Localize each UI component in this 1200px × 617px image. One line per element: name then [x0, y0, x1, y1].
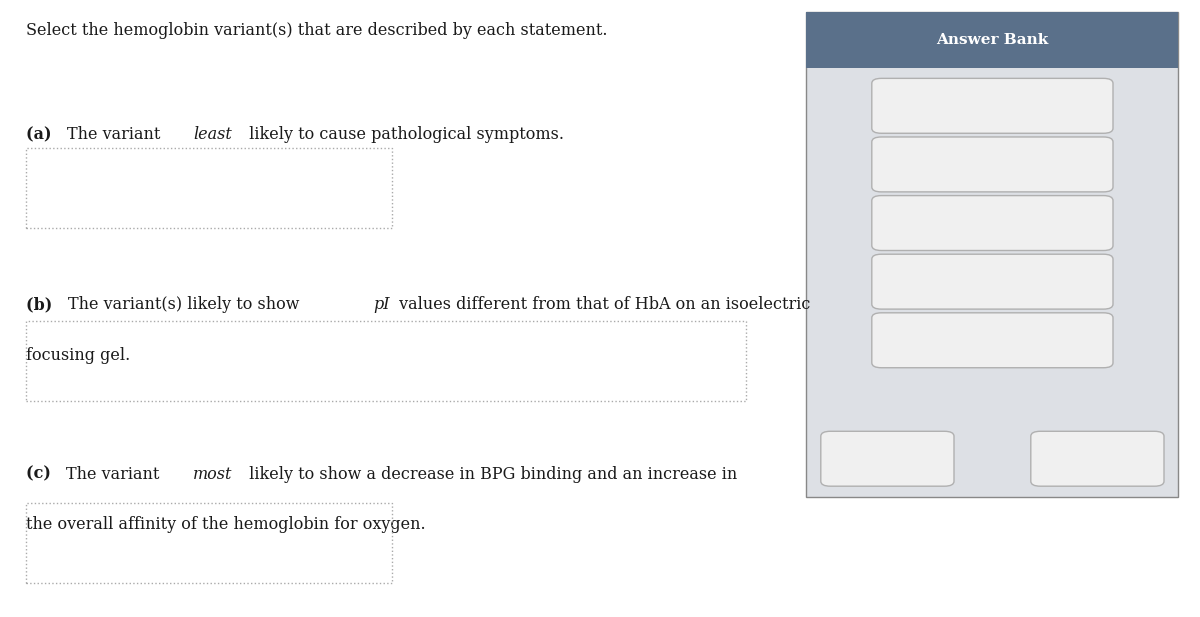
Text: Hb Milwaukee: Hb Milwaukee — [938, 99, 1046, 113]
Text: likely to cause pathological symptoms.: likely to cause pathological symptoms. — [244, 126, 564, 144]
FancyBboxPatch shape — [872, 313, 1114, 368]
Bar — [806, 12, 1178, 68]
Text: focusing gel.: focusing gel. — [26, 347, 131, 364]
Text: (a): (a) — [26, 126, 58, 144]
Text: The variant: The variant — [66, 126, 166, 144]
Text: Hb Memphis: Hb Memphis — [944, 216, 1040, 230]
Text: (c): (c) — [26, 466, 56, 483]
FancyBboxPatch shape — [872, 137, 1114, 192]
Bar — [26, 321, 746, 401]
Text: most: most — [193, 466, 233, 483]
Text: the overall affinity of the hemoglobin for oxygen.: the overall affinity of the hemoglobin f… — [26, 516, 426, 534]
Bar — [26, 148, 392, 228]
Text: values different from that of HbA on an isoelectric: values different from that of HbA on an … — [395, 296, 811, 313]
Text: Hb Philly: Hb Philly — [959, 275, 1026, 289]
FancyBboxPatch shape — [872, 254, 1114, 309]
FancyBboxPatch shape — [872, 78, 1114, 133]
Text: likely to show a decrease in BPG binding and an increase in: likely to show a decrease in BPG binding… — [244, 466, 737, 483]
Text: Hb Bibba: Hb Bibba — [853, 452, 922, 466]
Text: (b): (b) — [26, 296, 59, 313]
Text: The variant: The variant — [66, 466, 164, 483]
Text: Hb Providence: Hb Providence — [937, 333, 1048, 347]
Text: pI: pI — [373, 296, 390, 313]
Bar — [806, 12, 1178, 497]
Text: The variant(s) likely to show: The variant(s) likely to show — [67, 296, 304, 313]
Bar — [26, 503, 392, 583]
FancyBboxPatch shape — [821, 431, 954, 486]
Text: Hb Cowtown: Hb Cowtown — [944, 157, 1040, 172]
Text: Select the hemoglobin variant(s) that are described by each statement.: Select the hemoglobin variant(s) that ar… — [26, 22, 608, 39]
Text: Answer Bank: Answer Bank — [936, 33, 1049, 47]
FancyBboxPatch shape — [872, 196, 1114, 251]
FancyBboxPatch shape — [1031, 431, 1164, 486]
Text: HbS: HbS — [1081, 452, 1114, 466]
Text: least: least — [193, 126, 233, 144]
